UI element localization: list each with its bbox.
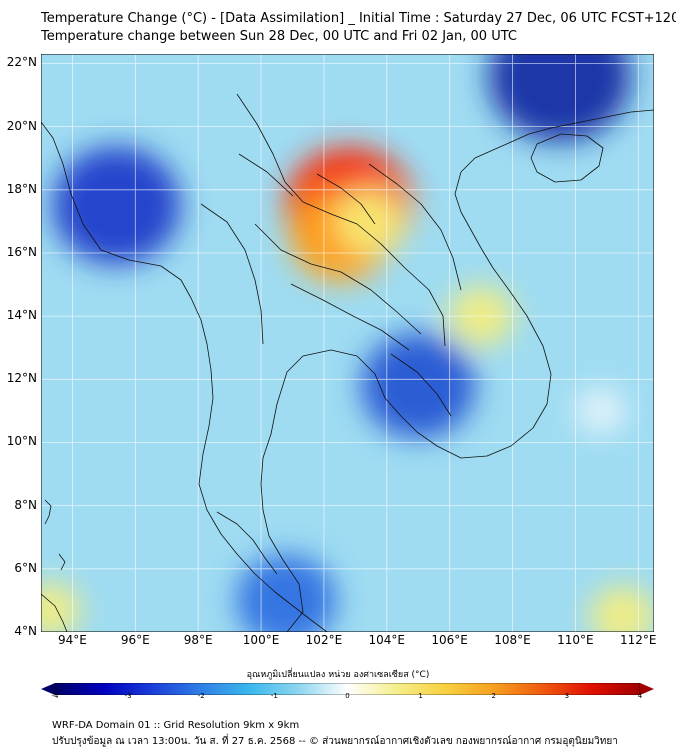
lat-label: 18°N	[6, 181, 37, 196]
map-title: Temperature Change (°C) - [Data Assimila…	[41, 11, 676, 26]
colorbar-tick-label: -2	[197, 692, 205, 700]
colorbar-tick-label: 2	[491, 692, 496, 700]
lon-label: 96°E	[120, 633, 150, 647]
colorbar-label: อุณหภูมิเปลี่ยนแปลง หน่วย องศาเซลเซียส (…	[246, 670, 430, 680]
lat-label: 20°N	[6, 118, 37, 133]
colorbar-tick-label: -1	[270, 692, 278, 700]
lon-label: 112°E	[620, 633, 657, 647]
colorbar	[41, 680, 654, 696]
lat-label: 16°N	[6, 244, 37, 259]
lon-label: 110°E	[557, 633, 594, 647]
colorbar-tick-label: 0	[345, 692, 350, 700]
temperature-change-map	[41, 54, 654, 632]
lat-label: 6°N	[14, 560, 37, 575]
mainland-coastline	[41, 121, 328, 632]
lon-label: 100°E	[242, 633, 280, 647]
lon-label: 98°E	[183, 633, 213, 647]
country-borders	[200, 93, 462, 417]
gulf-of-thailand-coast	[260, 109, 654, 632]
field-anomaly-5	[361, 333, 476, 439]
coastline-outlines	[41, 93, 654, 632]
field-anomaly-9	[41, 582, 81, 632]
lat-label: 12°N	[6, 371, 37, 386]
footer-credit: ปรับปรุงข้อมูล ณ เวลา 13:00น. วัน ส. ที่…	[52, 736, 618, 747]
colorbar-left-arrow	[41, 683, 55, 695]
lon-label: 106°E	[431, 633, 468, 647]
lon-label: 102°E	[305, 633, 343, 647]
footer-model-info: WRF-DA Domain 01 :: Grid Resolution 9km …	[52, 720, 300, 731]
lat-lon-gridlines	[41, 54, 654, 632]
lat-label: 22°N	[6, 55, 37, 70]
colorbar-tick-label: 1	[418, 692, 423, 700]
field-anomaly-10	[589, 585, 654, 632]
lat-label: 10°N	[6, 434, 37, 449]
malay-peninsula-border	[216, 511, 278, 575]
field-anomaly-4	[52, 146, 181, 265]
lat-label: 8°N	[14, 497, 37, 512]
andaman-islands	[44, 499, 66, 571]
field-anomaly-7	[574, 387, 627, 435]
lon-label: 108°E	[494, 633, 531, 647]
lon-label: 104°E	[368, 633, 406, 647]
colorbar-tick-label: 4	[637, 692, 643, 700]
lat-label: 14°N	[6, 308, 37, 323]
colorbar-tick-label: 3	[564, 692, 570, 700]
field-anomaly-6	[488, 54, 631, 142]
lon-label: 94°E	[57, 633, 87, 647]
hainan-island	[530, 133, 604, 183]
colorbar-right-arrow	[640, 683, 654, 695]
sumatra-tip	[41, 593, 68, 632]
lat-label: 4°N	[14, 624, 37, 638]
colorbar-tick-label: -4	[51, 692, 59, 700]
field-anomaly-2	[335, 188, 408, 255]
map-subtitle: Temperature change between Sun 28 Dec, 0…	[41, 29, 517, 44]
colorbar-tick-label: -3	[124, 692, 132, 700]
